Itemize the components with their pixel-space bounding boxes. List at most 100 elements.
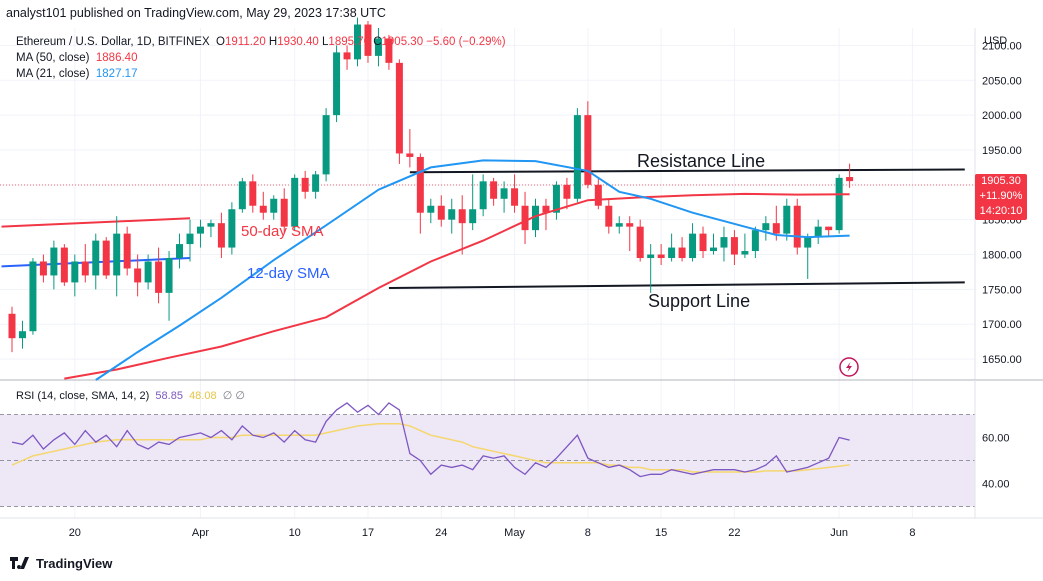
time-axis-ticks: 20 Apr 10 17 24 May 8 15 22 Jun 8 — [69, 527, 916, 539]
candle-body — [113, 233, 121, 276]
price-tick-label: 1800.00 — [982, 250, 1022, 262]
candle-body — [249, 181, 257, 206]
time-tick-label: 8 — [585, 527, 591, 539]
candle-body — [647, 254, 655, 259]
candle-body — [333, 52, 341, 116]
candle-body — [312, 174, 320, 192]
candle-body — [626, 223, 634, 227]
time-tick-label: May — [504, 527, 525, 539]
ma50-row[interactable]: MA (50, close) 1886.40 — [16, 50, 506, 66]
candle-body — [102, 240, 110, 276]
last-price-change: +11.90% — [979, 190, 1023, 202]
resistance-line-label: Resistance Line — [637, 151, 765, 171]
candle-body — [291, 177, 299, 227]
rsi-sma-line — [11, 422, 850, 473]
ma50-label: MA (50, close) — [16, 52, 90, 64]
candle-body — [825, 226, 833, 231]
last-price-badge: 1905.30 +11.90% 14:20:10 — [975, 174, 1027, 220]
candle-body — [50, 247, 58, 276]
candle-body — [364, 24, 372, 56]
candle-body — [71, 261, 79, 283]
low-value: 1895.70 — [328, 36, 370, 48]
candle-body — [689, 233, 697, 259]
time-tick-label: 20 — [69, 527, 81, 539]
time-tick-label: 10 — [289, 527, 301, 539]
candle-body — [134, 268, 142, 283]
ma21-label: MA (21, close) — [16, 68, 90, 80]
open-label: O — [216, 36, 225, 48]
time-tick-label: Jun — [830, 527, 848, 539]
candle-body — [270, 198, 278, 213]
publish-header: analyst101 published on TradingView.com,… — [6, 6, 386, 20]
tradingview-logo[interactable]: TradingView — [10, 556, 112, 571]
candles — [8, 17, 854, 353]
candle-body — [8, 313, 16, 339]
ma50-line — [64, 192, 850, 380]
candle-body — [60, 247, 68, 283]
rsi-sma-value: 48.08 — [189, 390, 217, 402]
candle-body — [668, 247, 676, 259]
time-tick-label: 15 — [655, 527, 667, 539]
ma50-value: 1886.40 — [95, 52, 138, 64]
close-value: 1905.30 — [381, 36, 424, 48]
symbol-name[interactable]: Ethereum / U.S. Dollar, 1D, BITFINEX — [16, 36, 210, 48]
ma21-line — [95, 159, 850, 381]
candle-body — [176, 244, 184, 259]
candle-body — [500, 188, 508, 199]
candle-body — [29, 261, 37, 332]
candle-body — [238, 181, 246, 210]
candle-body — [793, 205, 801, 248]
candle-body — [804, 237, 812, 248]
candle-body — [762, 223, 770, 231]
candle-body — [490, 181, 498, 199]
candle-body — [123, 233, 131, 269]
price-tick-label: 1700.00 — [982, 319, 1022, 331]
candle-body — [18, 331, 26, 339]
support-trend-line[interactable] — [388, 281, 965, 289]
left-upper-trend-line[interactable] — [1, 217, 191, 228]
candle-body — [437, 205, 445, 220]
resistance-trend-line[interactable] — [409, 168, 965, 174]
candle-body — [709, 247, 717, 252]
candle-body — [458, 209, 466, 224]
time-tick-label: 17 — [362, 527, 374, 539]
currency-label: USD — [984, 35, 1007, 47]
rsi-label: RSI (14, close, SMA, 14, 2) — [16, 390, 150, 402]
candle-body — [678, 247, 686, 259]
candle-body — [343, 52, 351, 60]
candle-body — [657, 254, 665, 259]
candle-body — [615, 223, 623, 227]
time-tick-label: Apr — [192, 527, 209, 539]
price-tick-label: 2000.00 — [982, 110, 1022, 122]
candle-body — [207, 223, 215, 227]
candle-body — [259, 205, 267, 213]
candle-body — [720, 237, 728, 248]
high-label: H — [268, 36, 278, 48]
time-tick-label: 22 — [728, 527, 740, 539]
candle-body — [469, 209, 477, 224]
candle-body — [636, 226, 644, 259]
candle-body — [479, 181, 487, 210]
price-tick-label: 1650.00 — [982, 354, 1022, 366]
candle-body — [144, 261, 152, 283]
open-value: 1911.20 — [225, 36, 266, 48]
sma12-label: 12-day SMA — [247, 265, 330, 282]
footer-brand: TradingView — [36, 556, 113, 571]
candle-body — [783, 205, 791, 234]
rsi-legend[interactable]: RSI (14, close, SMA, 14, 2) 58.85 48.08 … — [16, 389, 245, 402]
support-line-label: Support Line — [648, 291, 750, 311]
candle-body — [416, 156, 424, 213]
rsi-levels — [0, 414, 975, 507]
candle-body — [280, 198, 288, 227]
lightning-icon[interactable] — [839, 357, 859, 377]
change-value: −5.60 (−0.29%) — [426, 36, 506, 48]
candle-body — [155, 261, 163, 293]
ma21-row[interactable]: MA (21, close) 1827.17 — [16, 66, 506, 82]
time-tick-label: 8 — [909, 527, 915, 539]
rsi-axis-ticks: 40.00 60.00 — [982, 433, 1010, 491]
rsi-extra: ∅ ∅ — [222, 390, 245, 402]
price-tick-label: 1750.00 — [982, 284, 1022, 296]
candle-body — [406, 153, 414, 157]
rsi-line — [11, 402, 850, 478]
